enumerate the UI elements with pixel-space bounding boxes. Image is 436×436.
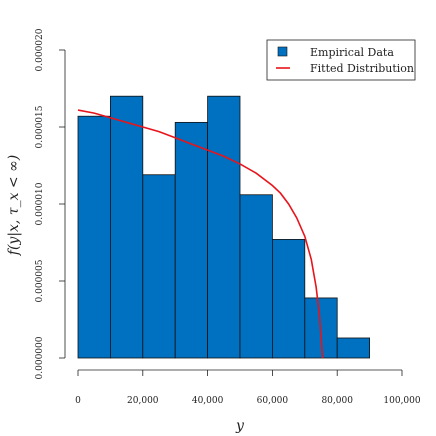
x-tick-label: 60,000 [257, 396, 289, 406]
histogram-bar [142, 174, 176, 359]
x-axis-title: y [235, 418, 245, 434]
histogram-bar [336, 337, 371, 359]
x-tick-label: 80,000 [321, 396, 353, 406]
legend-label-empirical: Empirical Data [310, 46, 394, 59]
x-tick-label: 20,000 [127, 396, 159, 406]
legend: Empirical Data Fitted Distribution [266, 39, 416, 81]
y-tick-label: 0.000000 [35, 336, 45, 379]
histogram-bar [110, 95, 144, 359]
y-tick-label: 0.000005 [35, 259, 45, 302]
x-tick-label: 40,000 [192, 396, 224, 406]
histogram-bar [174, 121, 208, 359]
y-axis-title: f(y|x, τ_x < ∞) [6, 155, 22, 256]
fitted-distribution-curve [77, 109, 324, 359]
legend-swatch-empirical [277, 46, 288, 57]
histogram-bar [239, 194, 273, 359]
x-tick-label: 100,000 [383, 396, 420, 406]
x-axis: 0 20,000 40,000 60,000 80,000 100,000 [75, 369, 421, 406]
y-tick-label: 0.000020 [35, 28, 45, 71]
bars-group [77, 95, 371, 359]
legend-box [266, 39, 416, 81]
histogram-bar [77, 115, 111, 359]
legend-label-fitted: Fitted Distribution [310, 62, 414, 75]
x-tick-label: 0 [75, 396, 81, 406]
histogram-bar [207, 95, 241, 359]
y-axis: 0.000000 0.000005 0.000010 0.000015 0.000020 [35, 28, 66, 379]
y-tick-label: 0.000010 [35, 182, 45, 225]
y-tick-label: 0.000015 [35, 105, 45, 148]
histogram-bar [271, 239, 306, 359]
